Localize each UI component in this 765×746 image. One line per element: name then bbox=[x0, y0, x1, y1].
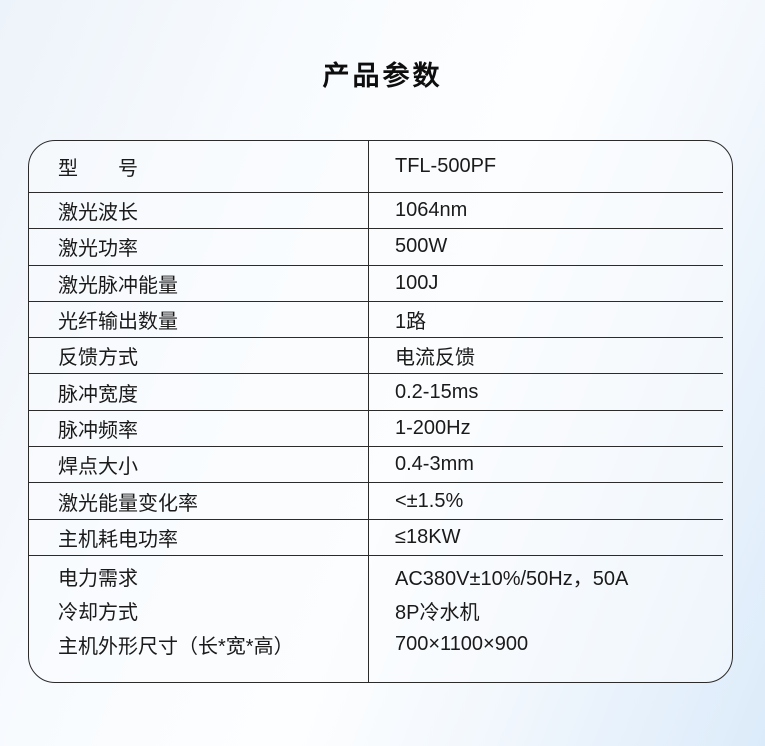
table-row: 主机耗电功率 ≤18KW bbox=[29, 520, 723, 556]
table-row: 焊点大小 0.4-3mm bbox=[29, 447, 723, 484]
table-rows-container: 型 号 TFL-500PF 激光波长 1064nm 激光功率 500W 激光脉冲能量 100J… bbox=[29, 141, 732, 682]
param-label: 焊点大小 bbox=[58, 456, 138, 479]
param-value: AC380V±10%/50Hz，50A bbox=[395, 567, 629, 590]
param-label: 光纤输出数量 bbox=[58, 311, 178, 334]
table-row: 激光功率 500W bbox=[29, 229, 723, 266]
param-value: 0.2-15ms bbox=[395, 380, 479, 403]
param-label: 冷却方式 bbox=[58, 602, 138, 625]
param-value: 500W bbox=[395, 235, 448, 258]
table-row: 主机外形尺寸（长*宽*高） 700×1100×900 bbox=[29, 628, 723, 662]
param-label: 主机外形尺寸（长*宽*高） bbox=[58, 636, 294, 659]
table-row: 激光能量变化率 <±1.5% bbox=[29, 483, 723, 520]
param-label: 型 号 bbox=[58, 158, 138, 180]
param-value: 1-200Hz bbox=[395, 416, 471, 439]
param-label: 反馈方式 bbox=[58, 347, 138, 370]
param-label: 电力需求 bbox=[58, 567, 138, 590]
param-value: TFL-500PF bbox=[395, 155, 497, 177]
param-label: 激光脉冲能量 bbox=[58, 274, 178, 297]
table-row-group: 电力需求 AC380V±10%/50Hz，50A 冷却方式 8P冷水机主机外形尺寸（长… bbox=[29, 556, 723, 682]
param-value: 8P冷水机 bbox=[395, 602, 480, 625]
product-spec-table: 型 号 TFL-500PF 激光波长 1064nm 激光功率 500W 激光脉冲能量 100J… bbox=[28, 140, 733, 683]
table-row: 激光波长 1064nm bbox=[29, 193, 723, 230]
param-value: 700×1100×900 bbox=[395, 633, 529, 656]
param-label: 主机耗电功率 bbox=[58, 528, 178, 551]
param-value: <±1.5% bbox=[395, 489, 464, 512]
param-value: ≤18KW bbox=[395, 525, 461, 548]
table-row: 反馈方式 电流反馈 bbox=[29, 338, 723, 375]
param-value: 电流反馈 bbox=[395, 347, 475, 370]
param-value: 0.4-3mm bbox=[395, 453, 474, 476]
param-value: 1路 bbox=[395, 311, 427, 334]
param-value: 1064nm bbox=[395, 199, 468, 222]
table-row: 电力需求 AC380V±10%/50Hz，50A bbox=[29, 559, 723, 593]
table-row: 冷却方式 8P冷水机 bbox=[29, 593, 723, 627]
param-label: 激光能量变化率 bbox=[58, 492, 198, 515]
page-title: 产品参数 bbox=[322, 61, 443, 91]
table-row: 型 号 TFL-500PF bbox=[29, 141, 723, 193]
param-label: 脉冲宽度 bbox=[58, 383, 138, 406]
table-row: 脉冲宽度 0.2-15ms bbox=[29, 374, 723, 411]
param-label: 激光功率 bbox=[58, 238, 138, 261]
param-label: 激光波长 bbox=[58, 202, 138, 225]
column-divider bbox=[368, 141, 369, 682]
table-row: 光纤输出数量 1路 bbox=[29, 302, 723, 339]
param-label: 脉冲频率 bbox=[58, 419, 138, 442]
table-row: 激光脉冲能量 100J bbox=[29, 266, 723, 302]
table-row: 脉冲频率 1-200Hz bbox=[29, 411, 723, 448]
param-value: 100J bbox=[395, 271, 439, 294]
